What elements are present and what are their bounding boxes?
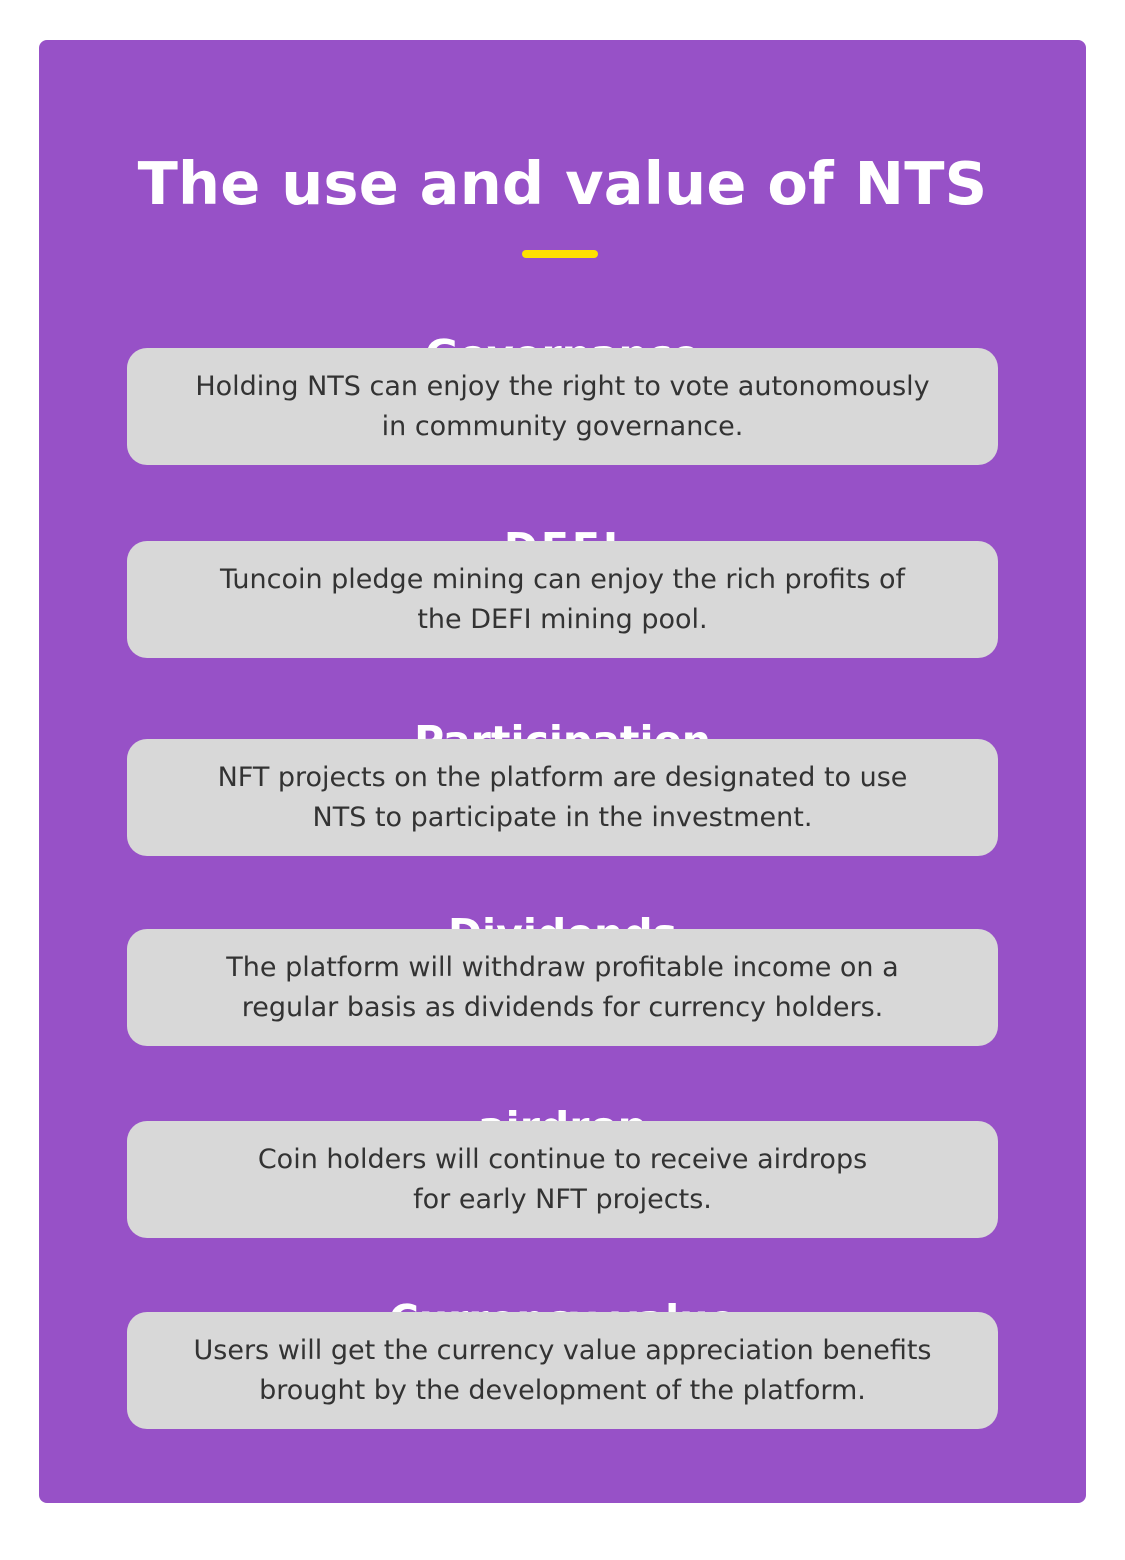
description-line: The platform will withdraw profitable in…	[226, 951, 899, 983]
description-governance: Holding NTS can enjoy the right to vote …	[195, 367, 929, 447]
description-line: Coin holders will continue to receive ai…	[257, 1143, 868, 1175]
description-line: Holding NTS can enjoy the right to vote …	[195, 370, 930, 402]
description-line: Tuncoin pledge mining can enjoy the rich…	[219, 563, 905, 595]
description-participation: NFT projects on the platform are designa…	[218, 758, 908, 838]
description-box-airdrop: Coin holders will continue to receive ai…	[127, 1121, 998, 1238]
description-line: Users will get the currency value apprec…	[193, 1334, 932, 1366]
description-line: regular basis as dividends for currency …	[241, 991, 884, 1023]
description-box-governance: Holding NTS can enjoy the right to vote …	[127, 348, 998, 465]
description-box-participation: NFT projects on the platform are designa…	[127, 739, 998, 856]
description-airdrop: Coin holders will continue to receive ai…	[258, 1140, 867, 1220]
description-line: in community governance.	[381, 410, 744, 442]
description-box-dividends: The platform will withdraw profitable in…	[127, 929, 998, 1046]
description-currency-value: Users will get the currency value apprec…	[194, 1331, 932, 1411]
description-defi: Tuncoin pledge mining can enjoy the rich…	[220, 560, 905, 640]
description-dividends: The platform will withdraw profitable in…	[226, 948, 898, 1028]
description-box-defi: Tuncoin pledge mining can enjoy the rich…	[127, 541, 998, 658]
description-box-currency-value: Users will get the currency value apprec…	[127, 1312, 998, 1429]
nts-info-card: The use and value of NTS Governance Hold…	[39, 40, 1086, 1503]
description-line: for early NFT projects.	[413, 1183, 712, 1215]
title-underline	[522, 250, 598, 258]
description-line: NFT projects on the platform are designa…	[217, 761, 908, 793]
page-title: The use and value of NTS	[137, 149, 988, 218]
description-line: the DEFI mining pool.	[417, 603, 708, 635]
description-line: brought by the development of the platfo…	[259, 1374, 866, 1406]
description-line: NTS to participate in the investment.	[312, 801, 813, 833]
